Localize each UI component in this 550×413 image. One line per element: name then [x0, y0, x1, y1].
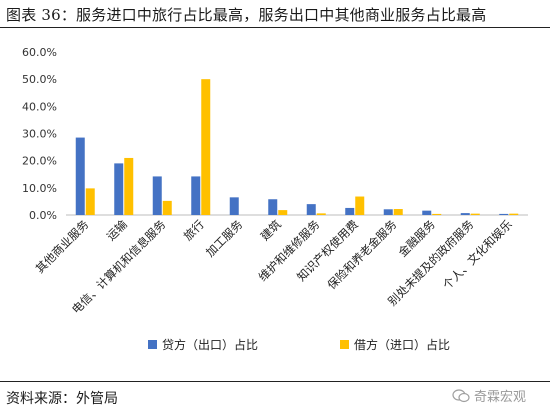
bar-export — [460, 213, 470, 215]
watermark-text: 奇霖宏观 — [473, 390, 526, 405]
y-tick-label: 50.0% — [22, 73, 57, 86]
bar-export — [422, 210, 432, 215]
bar-import — [85, 188, 95, 215]
category-label: 个人、文化和娱乐 — [440, 217, 515, 292]
category-label: 运输 — [104, 217, 131, 244]
bar-import — [393, 209, 403, 215]
legend: 贷方（出口）占比 借方（进口）占比 — [148, 337, 450, 352]
bar-export — [268, 199, 278, 215]
bar-import — [316, 213, 326, 215]
bar-export — [75, 137, 85, 215]
legend-label: 贷方（出口）占比 — [162, 337, 258, 352]
bar-chart: 0.0% 10.0% 20.0% 30.0% 40.0% 50.0% 60.0% 其他商业服… — [22, 46, 528, 352]
bar-export — [152, 176, 162, 215]
bar-export — [383, 209, 393, 215]
category-label: 旅行 — [181, 217, 207, 243]
legend-label: 借方（进口）占比 — [354, 337, 450, 352]
bar-export — [499, 213, 509, 215]
chart-title: 图表 36：服务进口中旅行占比最高，服务出口中其他商业服务占比最高 — [6, 6, 487, 24]
bar-export — [114, 163, 124, 215]
y-tick-label: 30.0% — [22, 128, 57, 141]
bar-import — [162, 200, 172, 215]
category-label: 保险和养老金服务 — [324, 217, 399, 292]
bar-export — [306, 204, 316, 215]
bar-import — [278, 210, 288, 215]
y-axis: 0.0% 10.0% 20.0% 30.0% 40.0% 50.0% 60.0% — [22, 46, 57, 222]
source-note: 资料来源：外管局 — [6, 391, 118, 407]
bar-export — [191, 176, 201, 215]
bar-export — [229, 197, 239, 215]
legend-swatch — [148, 340, 157, 349]
chat-bubble-icon — [452, 388, 470, 402]
category-label: 建筑 — [258, 217, 285, 244]
y-tick-label: 40.0% — [22, 100, 57, 113]
y-tick-label: 20.0% — [22, 155, 57, 168]
bars-group — [75, 79, 519, 215]
category-label: 其他商业服务 — [33, 217, 92, 276]
watermark-logo: 奇霖宏观 — [452, 386, 526, 405]
bar-import — [470, 213, 480, 215]
bar-export — [345, 207, 355, 215]
bar-import — [201, 79, 211, 215]
bar-import — [432, 213, 442, 215]
legend-swatch — [340, 340, 349, 349]
footer-divider — [0, 381, 550, 382]
title-divider — [0, 27, 550, 28]
y-tick-label: 60.0% — [22, 46, 57, 59]
bar-import — [355, 196, 365, 215]
y-tick-label: 10.0% — [22, 182, 57, 195]
y-tick-label: 0.0% — [29, 209, 57, 222]
bar-import — [124, 157, 134, 215]
bar-import — [509, 213, 519, 215]
category-label: 加工服务 — [203, 217, 246, 260]
